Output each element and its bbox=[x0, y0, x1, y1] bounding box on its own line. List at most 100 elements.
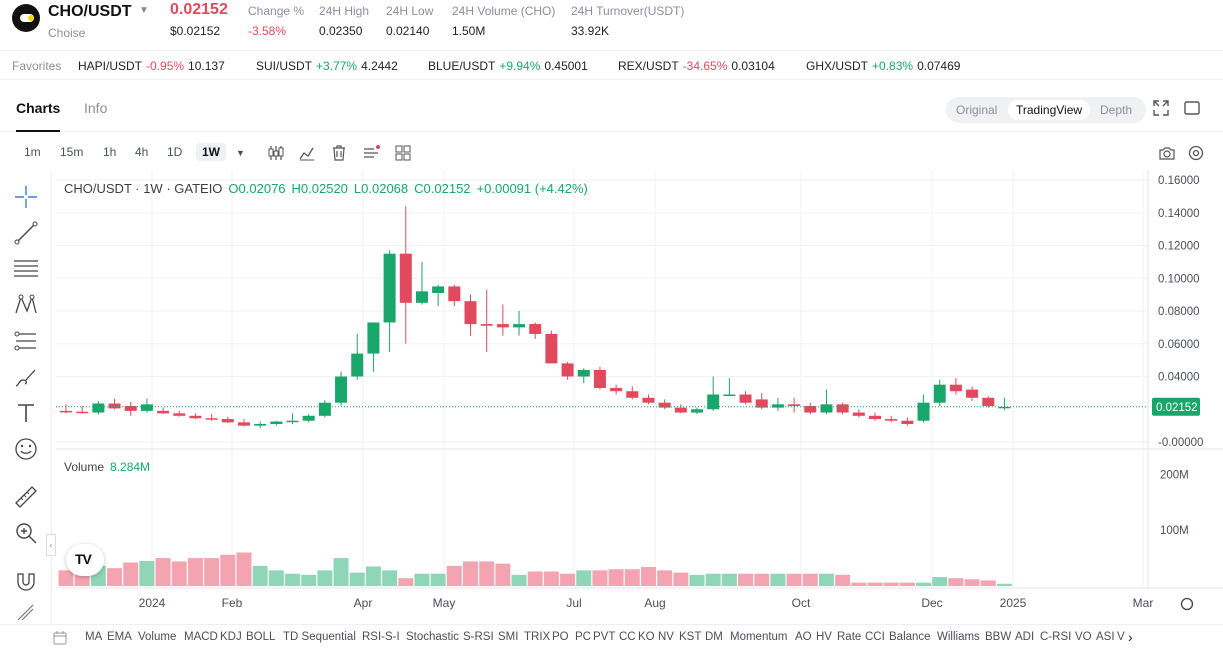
candle-body bbox=[124, 405, 137, 411]
indicator-po[interactable]: PO bbox=[552, 631, 569, 643]
indicator-kst[interactable]: KST bbox=[679, 631, 702, 643]
collapse-toolbar-icon[interactable]: ‹ bbox=[46, 534, 56, 556]
timeframe-15m[interactable]: 15m bbox=[60, 145, 84, 159]
magnet-icon[interactable] bbox=[13, 568, 39, 594]
time-axis-label: May bbox=[433, 596, 456, 610]
indicator-boll[interactable]: BOLL bbox=[246, 631, 276, 643]
zoom-in-icon[interactable] bbox=[13, 520, 39, 546]
volume-bar bbox=[479, 561, 495, 586]
scroll-right-icon[interactable]: › bbox=[1128, 629, 1133, 645]
indicator-c-rsi[interactable]: C-RSI bbox=[1040, 631, 1072, 643]
indicator-adi[interactable]: ADI bbox=[1015, 631, 1035, 643]
ruler-icon[interactable] bbox=[13, 484, 39, 510]
lock-drawings-icon[interactable] bbox=[13, 600, 39, 626]
indicator-ma[interactable]: MA bbox=[85, 631, 103, 643]
indicator-dm[interactable]: DM bbox=[705, 631, 723, 643]
candle-body bbox=[513, 324, 526, 328]
pair-title[interactable]: CHO/USDT bbox=[48, 3, 132, 20]
tradingview-logo-icon[interactable]: TV bbox=[66, 544, 104, 576]
candle-body bbox=[626, 391, 639, 398]
candle-body bbox=[982, 397, 995, 406]
timeframe-dropdown-icon[interactable]: ▼ bbox=[236, 148, 245, 158]
indicator-cc[interactable]: CC bbox=[619, 631, 636, 643]
tab-charts[interactable]: Charts bbox=[16, 100, 61, 116]
favorite-item[interactable]: BLUE/USDT +9.94% 0.45001 bbox=[428, 59, 588, 73]
camera-icon[interactable] bbox=[1158, 144, 1176, 162]
indicator-balance[interactable]: Balance bbox=[889, 631, 931, 643]
fullscreen-icon[interactable] bbox=[1153, 100, 1169, 116]
timeframe-4h[interactable]: 4h bbox=[135, 145, 149, 159]
legend-open: O0.02076 bbox=[228, 181, 286, 196]
volume-bar bbox=[899, 582, 915, 586]
indicator-ko[interactable]: KO bbox=[638, 631, 655, 643]
indicator-stochastic[interactable]: Stochastic bbox=[406, 631, 460, 643]
candle-body bbox=[561, 363, 574, 377]
indicator-td-sequential[interactable]: TD Sequential bbox=[283, 631, 356, 643]
favorite-item[interactable]: REX/USDT -34.65% 0.03104 bbox=[618, 59, 775, 73]
price-chart[interactable]: 0.02152 0.16000 0.14000 0.12000 0.10000 0.080… bbox=[56, 170, 1223, 624]
indicator-hv[interactable]: HV bbox=[816, 631, 832, 643]
timeframe-1w[interactable]: 1W bbox=[196, 143, 226, 161]
indicator-momentum[interactable]: Momentum bbox=[730, 631, 788, 643]
volume-bar bbox=[58, 570, 74, 586]
volume-bar bbox=[980, 580, 996, 586]
indicator-nv[interactable]: NV bbox=[658, 631, 674, 643]
favorite-item[interactable]: HAPI/USDT -0.95% 10.137 bbox=[78, 59, 225, 73]
emoji-icon[interactable] bbox=[13, 436, 39, 462]
indicator-ema[interactable]: EMA bbox=[107, 631, 132, 643]
indicator-trix[interactable]: TRIX bbox=[524, 631, 551, 643]
calendar-icon[interactable] bbox=[52, 630, 68, 646]
pair-dropdown-icon[interactable]: ▼ bbox=[139, 5, 149, 16]
indicator-cci[interactable]: CCI bbox=[865, 631, 885, 643]
indicator-vo[interactable]: VO bbox=[1075, 631, 1092, 643]
pattern-icon[interactable] bbox=[13, 292, 39, 318]
candle-body bbox=[140, 404, 153, 411]
indicator-pc[interactable]: PC bbox=[575, 631, 591, 643]
candle-body bbox=[804, 405, 817, 413]
timeframe-1h[interactable]: 1h bbox=[103, 145, 117, 159]
price-axis-label: 0.16000 bbox=[1158, 175, 1200, 187]
brush-icon[interactable] bbox=[13, 364, 39, 390]
indicator-volume[interactable]: Volume bbox=[138, 631, 177, 643]
indicator-pvt[interactable]: PVT bbox=[593, 631, 616, 643]
timeframe-1d[interactable]: 1D bbox=[167, 145, 183, 159]
layout-grid-icon[interactable] bbox=[394, 144, 412, 162]
fib-retracement-icon[interactable] bbox=[13, 328, 39, 354]
indicator-rate[interactable]: Rate bbox=[837, 631, 862, 643]
settings-list-icon[interactable] bbox=[362, 144, 380, 162]
indicator-smi[interactable]: SMI bbox=[498, 631, 519, 643]
trend-line-icon[interactable] bbox=[13, 220, 39, 246]
view-original[interactable]: Original bbox=[956, 103, 998, 117]
volume-bar bbox=[818, 573, 834, 586]
view-depth[interactable]: Depth bbox=[1100, 103, 1133, 117]
tab-info[interactable]: Info bbox=[84, 100, 108, 116]
indicator-williams[interactable]: Williams bbox=[937, 631, 980, 643]
candle-body bbox=[270, 421, 283, 424]
candle-body bbox=[529, 324, 542, 334]
chart-settings-icon[interactable] bbox=[1187, 144, 1205, 162]
candle-body bbox=[949, 384, 962, 392]
view-tradingview[interactable]: TradingView bbox=[1008, 100, 1091, 120]
window-icon[interactable] bbox=[1184, 100, 1200, 116]
indicators-icon[interactable] bbox=[298, 144, 316, 162]
delete-icon[interactable] bbox=[330, 144, 348, 162]
favorite-item[interactable]: SUI/USDT +3.77% 4.2442 bbox=[256, 59, 398, 73]
indicator-s-rsi[interactable]: S-RSI bbox=[463, 631, 494, 643]
candle-body bbox=[76, 411, 89, 414]
indicator-kdj[interactable]: KDJ bbox=[220, 631, 242, 643]
indicator-v[interactable]: V bbox=[1117, 631, 1125, 643]
crosshair-icon[interactable] bbox=[13, 184, 39, 210]
candle-body bbox=[60, 410, 72, 413]
indicator-asi[interactable]: ASI bbox=[1096, 631, 1115, 643]
candle-type-icon[interactable] bbox=[267, 144, 285, 162]
volume-bar bbox=[851, 582, 867, 586]
indicator-ao[interactable]: AO bbox=[795, 631, 812, 643]
text-tool-icon[interactable] bbox=[13, 400, 39, 426]
indicator-macd[interactable]: MACD bbox=[184, 631, 218, 643]
timeframe-1m[interactable]: 1m bbox=[24, 145, 41, 159]
candle-body bbox=[221, 419, 234, 423]
indicator-rsi-s-i[interactable]: RSI-S-I bbox=[362, 631, 400, 643]
horizontal-lines-icon[interactable] bbox=[13, 256, 39, 282]
favorite-item[interactable]: GHX/USDT +0.83% 0.07469 bbox=[806, 59, 961, 73]
indicator-bbw[interactable]: BBW bbox=[985, 631, 1012, 643]
